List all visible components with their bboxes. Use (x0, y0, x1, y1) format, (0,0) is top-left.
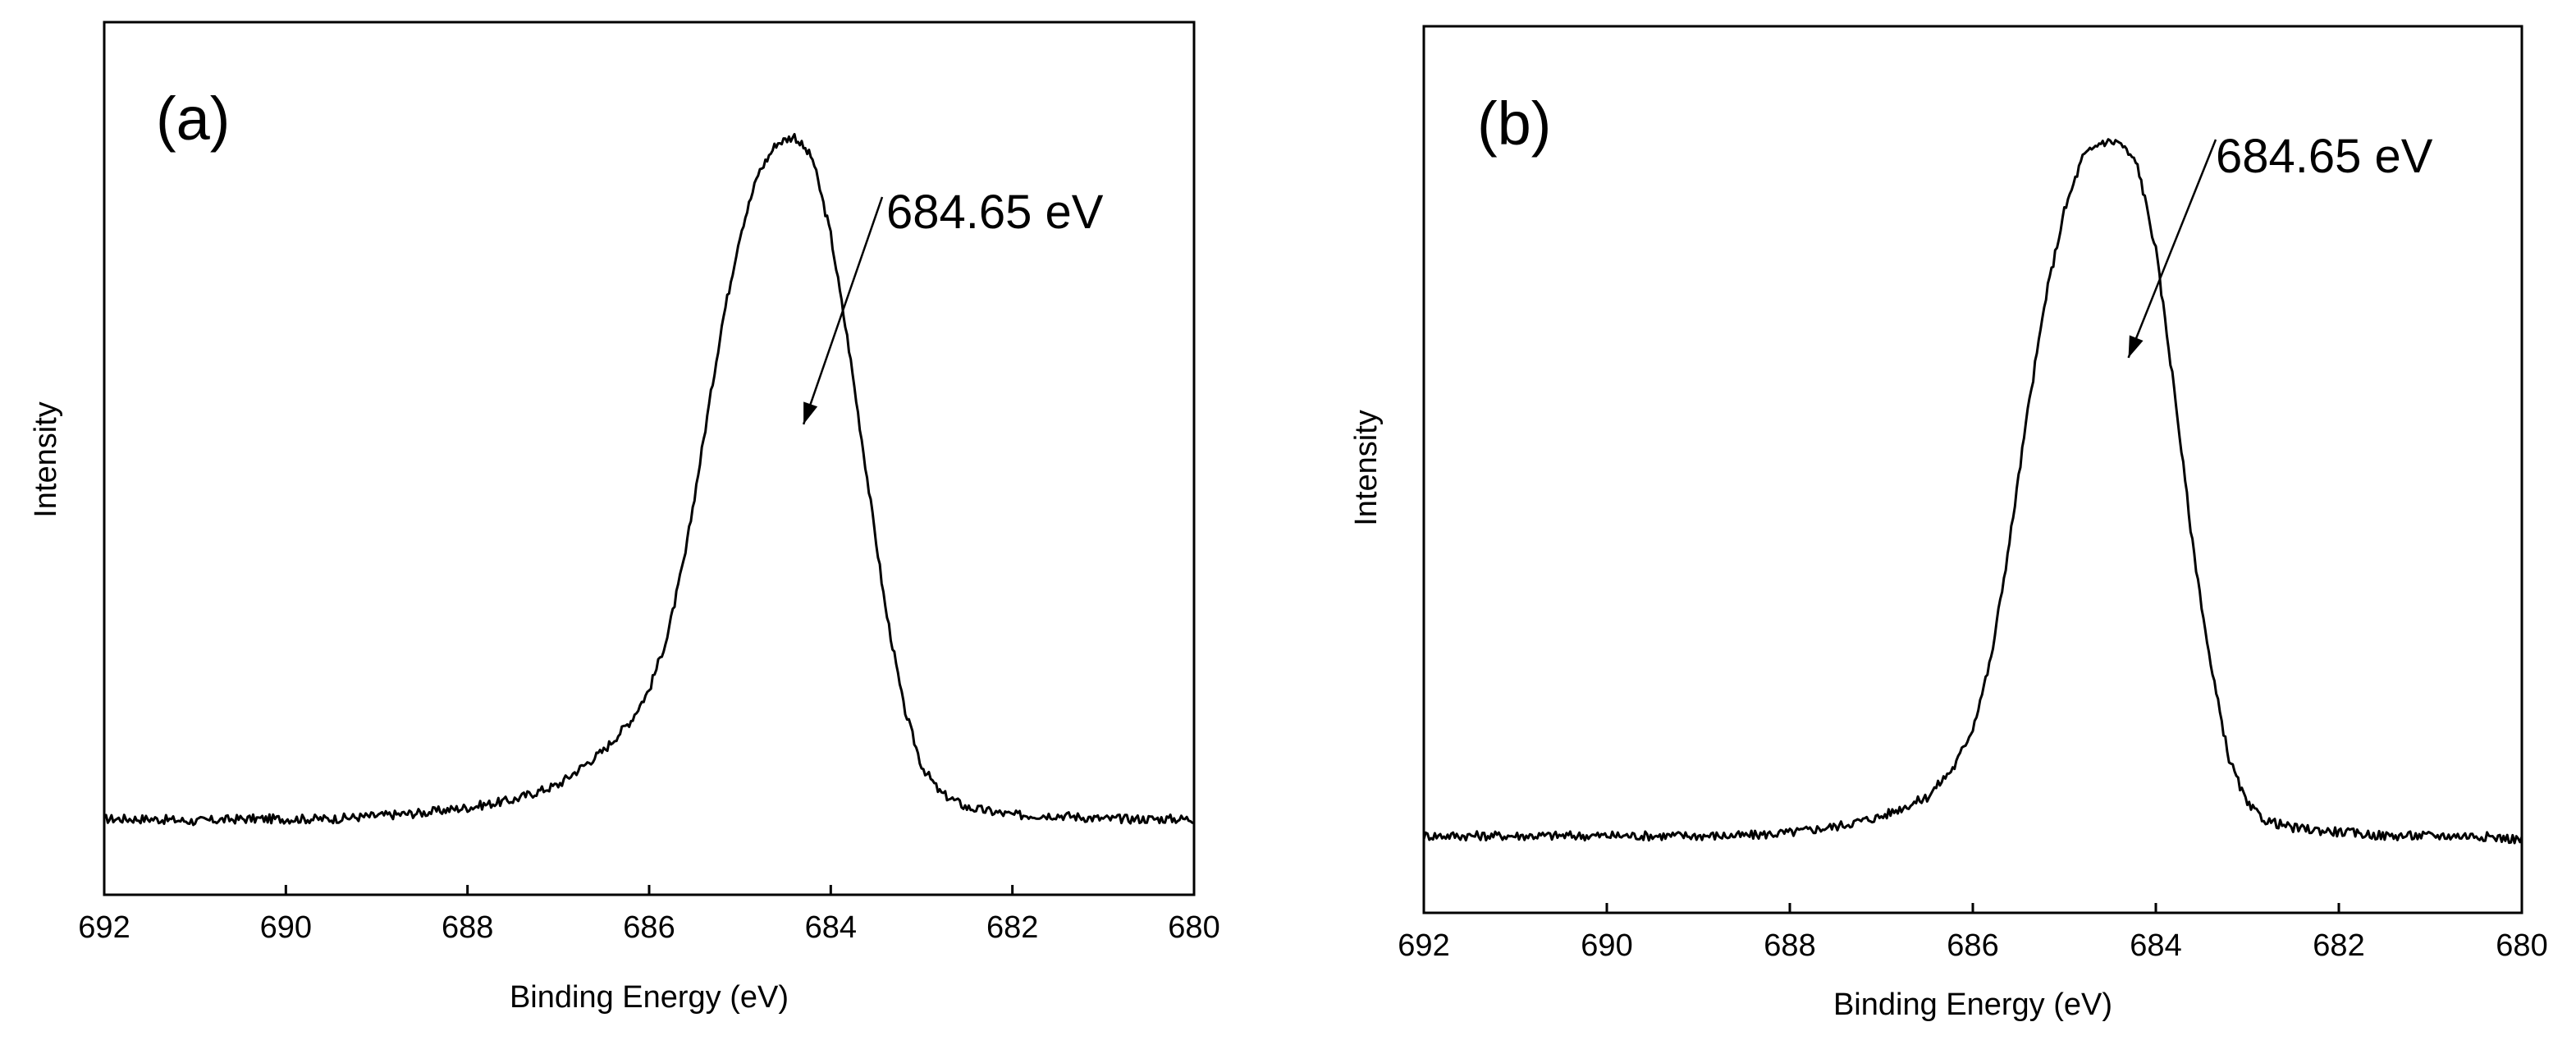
panel-a-peak-annotation: 684.65 eV (886, 186, 1104, 239)
panel-a-x-tick-label: 690 (260, 910, 312, 945)
panel-b-x-tick-label: 686 (1947, 928, 1998, 963)
panel-a-frame (103, 21, 1196, 896)
panel-b-label: (b) (1477, 89, 1551, 158)
panel-a-x-tick-label: 688 (442, 910, 493, 945)
panel-b-x-axis-title: Binding Energy (eV) (1833, 988, 2112, 1022)
panel-b-annotation-arrow (2127, 139, 2217, 359)
panel-b-spectrum-line (1422, 138, 2523, 845)
panel-a: (a) Binding Energy (eV) Intensity 692 690… (29, 21, 1220, 1015)
panel-b-x-tick-label: 682 (2313, 928, 2364, 963)
panel-a-spectrum-line (103, 132, 1195, 827)
panel-b-x-tick-label: 690 (1581, 928, 1632, 963)
panel-b-x-tick-label: 684 (2130, 928, 2181, 963)
panel-a-x-tick-label: 682 (986, 910, 1038, 945)
panel-a-x-tick-label: 692 (78, 910, 130, 945)
panel-b-x-tick-label: 680 (2496, 928, 2547, 963)
panel-a-ticks: 692 690 688 686 684 682 680 (78, 885, 1220, 945)
panel-b-peak-annotation: 684.65 eV (2216, 130, 2433, 183)
panel-a-x-tick-label: 680 (1168, 910, 1219, 945)
panel-b-annotation-arrowhead (2128, 335, 2144, 358)
panel-a-x-tick-label: 684 (805, 910, 857, 945)
panel-a-annotation-arrow (802, 196, 884, 425)
panel-a-annotation-arrowhead (803, 401, 818, 424)
panel-b: (b) Binding Energy (eV) Intensity 692 690… (1349, 25, 2548, 1022)
panel-b-x-tick-label: 692 (1398, 928, 1449, 963)
panel-a-y-axis-title: Intensity (29, 401, 63, 518)
panel-a-x-axis-title: Binding Energy (eV) (510, 980, 789, 1015)
panel-b-y-axis-title: Intensity (1349, 410, 1384, 526)
panel-a-label: (a) (156, 85, 230, 153)
panel-a-x-tick-label: 686 (623, 910, 675, 945)
panel-b-x-tick-label: 688 (1764, 928, 1815, 963)
panel-b-ticks: 692 690 688 686 684 682 680 (1398, 903, 2548, 963)
